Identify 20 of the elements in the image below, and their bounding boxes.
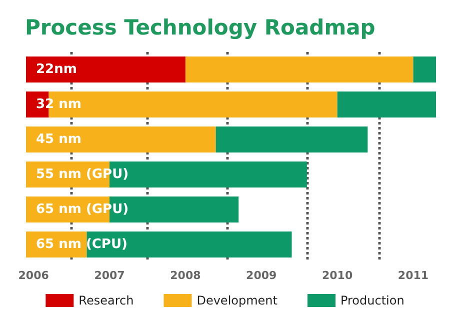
legend-label: Production <box>340 294 404 308</box>
bar <box>26 56 186 82</box>
bar <box>337 92 436 118</box>
y-tick-label: 45 nm <box>36 132 82 147</box>
legend-label: Development <box>196 294 278 308</box>
x-tick-label: 2009 <box>246 269 277 282</box>
bar <box>26 126 216 152</box>
x-tick-label: 2010 <box>322 269 353 282</box>
y-tick-label: 65 nm (CPU) <box>36 237 128 252</box>
bar <box>185 56 414 82</box>
bar <box>413 56 436 82</box>
legend-label: Research <box>78 294 134 308</box>
bar <box>216 126 368 152</box>
x-tick-label: 2007 <box>94 269 125 282</box>
x-tick-label: 2006 <box>18 269 50 282</box>
x-tick-label: 2011 <box>398 269 429 282</box>
bar <box>86 232 292 258</box>
y-tick-label: 22nm <box>36 62 77 77</box>
chart-title: Process Technology Roadmap <box>25 16 376 40</box>
x-tick-label: 2008 <box>170 269 201 282</box>
